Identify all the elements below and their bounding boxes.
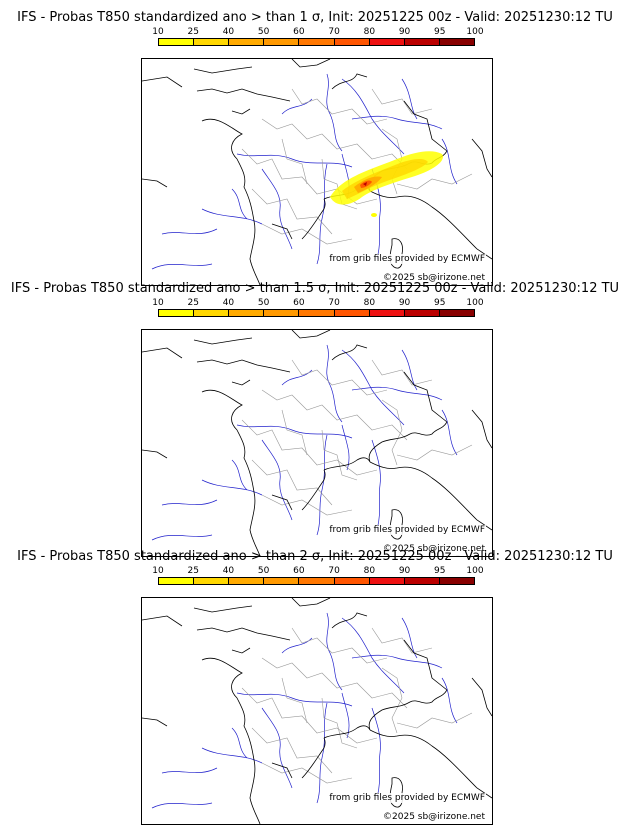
colorbar-tick-label: 25 [187, 566, 199, 576]
panel-title: IFS - Probas T850 standardized ano > tha… [10, 281, 620, 296]
colorbar-swatch [264, 39, 300, 45]
probability-contour [371, 213, 377, 217]
map-frame: from grib files provided by ECMWF ©2025 … [141, 597, 493, 825]
source-credit: from grib files provided by ECMWF [328, 254, 486, 264]
coastlines [142, 330, 492, 556]
colorbar-swatch [159, 39, 195, 45]
colorbar-swatch [404, 39, 440, 45]
france-map [142, 59, 492, 285]
colorbar-tick-label: 10 [152, 298, 164, 308]
map-frame: from grib files provided by ECMWF ©2025 … [141, 329, 493, 557]
colorbar-tick-label: 80 [363, 566, 376, 576]
france-map [142, 330, 492, 556]
colorbar-swatch [404, 310, 440, 316]
colorbar-swatch [159, 310, 195, 316]
source-credit: from grib files provided by ECMWF [328, 525, 486, 535]
colorbar-tick-label: 95 [434, 298, 446, 308]
colorbar-tick-label: 70 [328, 298, 340, 308]
colorbar: 10 25 40 50 60 70 80 90 95 100 [152, 566, 484, 590]
colorbar-swatch [229, 578, 265, 584]
colorbar: 10 25 40 50 60 70 80 90 95 100 [152, 27, 484, 51]
colorbar-tick-label: 60 [293, 298, 305, 308]
colorbar-swatch [194, 578, 230, 584]
colorbar-tick-label: 90 [398, 27, 411, 37]
colorbar-swatches [158, 577, 475, 585]
rivers [151, 344, 458, 541]
source-credit: from grib files provided by ECMWF [328, 793, 486, 803]
colorbar-labels: 10 25 40 50 60 70 80 90 95 100 [152, 27, 483, 37]
colorbar-tick-label: 40 [222, 298, 235, 308]
colorbar: 10 25 40 50 60 70 80 90 95 100 [152, 298, 484, 322]
colorbar-swatch [369, 39, 405, 45]
colorbar-tick-label: 25 [187, 27, 199, 37]
colorbar-swatches [158, 38, 475, 46]
rivers [151, 73, 458, 270]
colorbar-tick-label: 95 [434, 27, 446, 37]
colorbar-tick-label: 80 [363, 298, 376, 308]
colorbar-swatch [299, 39, 335, 45]
colorbar-swatch [334, 310, 370, 316]
colorbar-swatch [439, 39, 474, 45]
coastlines [142, 59, 492, 285]
colorbar-swatch [404, 578, 440, 584]
colorbar-swatch [369, 578, 405, 584]
probability-map-panel-2: IFS - Probas T850 standardized ano > tha… [0, 281, 630, 557]
copyright-credit: ©2025 sb@irizone.net [382, 273, 486, 283]
colorbar-tick-label: 40 [222, 27, 235, 37]
colorbar-swatch [299, 578, 335, 584]
copyright-credit: ©2025 sb@irizone.net [382, 544, 486, 554]
colorbar-tick-label: 60 [293, 27, 305, 37]
colorbar-tick-label: 100 [466, 298, 484, 308]
borders [241, 359, 473, 516]
rivers [151, 612, 458, 809]
coastlines [142, 598, 492, 824]
colorbar-tick-label: 95 [434, 566, 446, 576]
colorbar-swatch [194, 310, 230, 316]
probability-map-panel-3: IFS - Probas T850 standardized ano > tha… [0, 549, 630, 825]
colorbar-tick-label: 90 [398, 566, 411, 576]
colorbar-tick-label: 50 [257, 298, 270, 308]
colorbar-swatch [334, 39, 370, 45]
colorbar-swatch [264, 578, 300, 584]
colorbar-tick-label: 80 [363, 27, 376, 37]
borders [241, 627, 473, 784]
colorbar-swatch [334, 578, 370, 584]
colorbar-swatch [439, 578, 474, 584]
panel-title: IFS - Probas T850 standardized ano > tha… [17, 10, 613, 25]
map-frame: from grib files provided by ECMWF ©2025 … [141, 58, 493, 286]
colorbar-tick-label: 40 [222, 566, 235, 576]
colorbar-tick-label: 100 [466, 566, 484, 576]
colorbar-tick-label: 100 [466, 27, 484, 37]
probability-signal [330, 151, 443, 217]
probability-contour [363, 182, 367, 186]
colorbar-tick-label: 70 [328, 566, 340, 576]
colorbar-swatch [159, 578, 195, 584]
colorbar-swatch [369, 310, 405, 316]
colorbar-swatch [439, 310, 474, 316]
colorbar-tick-label: 10 [152, 27, 164, 37]
colorbar-swatch [229, 39, 265, 45]
colorbar-tick-label: 50 [257, 566, 270, 576]
panel-title: IFS - Probas T850 standardized ano > tha… [17, 549, 613, 564]
probability-map-panel-1: IFS - Probas T850 standardized ano > tha… [0, 10, 630, 286]
colorbar-swatch [264, 310, 300, 316]
france-map [142, 598, 492, 824]
colorbar-swatches [158, 309, 475, 317]
colorbar-tick-label: 50 [257, 27, 270, 37]
colorbar-swatch [299, 310, 335, 316]
colorbar-tick-label: 90 [398, 298, 411, 308]
colorbar-labels: 10 25 40 50 60 70 80 90 95 100 [152, 298, 483, 308]
colorbar-swatch [229, 310, 265, 316]
colorbar-tick-label: 10 [152, 566, 164, 576]
colorbar-swatch [194, 39, 230, 45]
colorbar-tick-label: 25 [187, 298, 199, 308]
copyright-credit: ©2025 sb@irizone.net [382, 812, 486, 822]
colorbar-tick-label: 70 [328, 27, 340, 37]
colorbar-labels: 10 25 40 50 60 70 80 90 95 100 [152, 566, 483, 576]
colorbar-tick-label: 60 [293, 566, 305, 576]
borders [241, 88, 473, 245]
